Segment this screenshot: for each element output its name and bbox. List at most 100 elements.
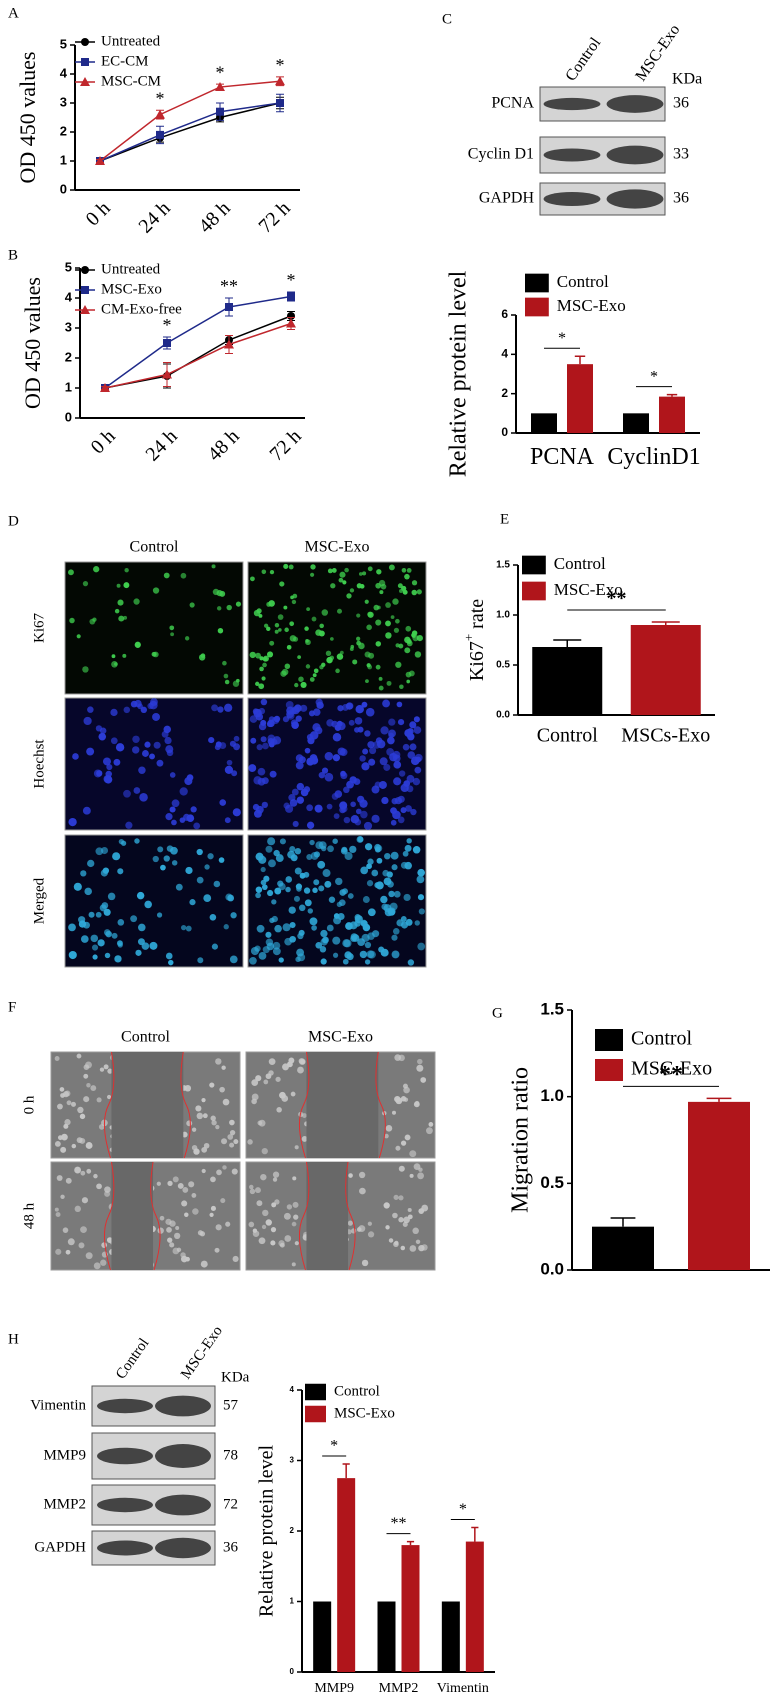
cell bbox=[263, 1079, 269, 1085]
kda-label: 72 bbox=[223, 1496, 238, 1512]
cell bbox=[355, 704, 364, 714]
cell bbox=[215, 1224, 222, 1231]
cell bbox=[393, 890, 401, 898]
cell bbox=[412, 1227, 419, 1235]
cell bbox=[317, 860, 326, 869]
cell bbox=[223, 924, 229, 930]
cell bbox=[384, 908, 393, 917]
cell bbox=[294, 704, 302, 713]
cell bbox=[137, 938, 145, 946]
blot-band bbox=[606, 145, 664, 165]
cell bbox=[406, 838, 412, 844]
cell bbox=[193, 822, 201, 830]
cell bbox=[357, 726, 364, 733]
legend-label: CM-Exo-free bbox=[101, 301, 182, 317]
y-tick-label: 3 bbox=[65, 319, 72, 334]
cell bbox=[86, 1168, 92, 1174]
cell bbox=[224, 679, 230, 685]
cell bbox=[412, 846, 421, 854]
cell bbox=[391, 1110, 396, 1115]
cell bbox=[68, 569, 74, 576]
cell bbox=[363, 821, 373, 831]
legend-label: MSC-CM bbox=[101, 73, 161, 89]
cell bbox=[321, 609, 329, 616]
cell bbox=[348, 1173, 353, 1178]
cell bbox=[266, 889, 274, 897]
cell bbox=[195, 1105, 202, 1112]
cell bbox=[229, 955, 238, 964]
legend-label: Control bbox=[631, 1028, 693, 1050]
cell bbox=[214, 1247, 220, 1253]
cell bbox=[231, 770, 238, 777]
cell bbox=[338, 899, 346, 907]
scratch-gap bbox=[306, 1052, 379, 1158]
cell bbox=[284, 1235, 292, 1242]
cell bbox=[220, 1198, 226, 1204]
bar bbox=[313, 1601, 332, 1672]
cell bbox=[152, 713, 161, 721]
column-label: MSC-Exo bbox=[308, 1029, 373, 1046]
cell bbox=[93, 566, 100, 573]
cell bbox=[417, 942, 426, 951]
y-tick-label: 0 bbox=[65, 409, 72, 424]
cell bbox=[304, 747, 311, 754]
cell bbox=[253, 708, 262, 718]
cell bbox=[256, 1200, 263, 1207]
cell bbox=[390, 851, 399, 860]
cell bbox=[359, 1187, 366, 1195]
significance-label: * bbox=[216, 62, 225, 82]
cell bbox=[191, 1193, 197, 1198]
cell bbox=[359, 584, 365, 589]
cell bbox=[249, 1184, 254, 1190]
x-tick-label: MMP2 bbox=[379, 1681, 419, 1696]
cell bbox=[286, 1204, 293, 1210]
blot-band bbox=[543, 148, 601, 162]
x-tick-label: 24 h bbox=[141, 425, 181, 465]
cell bbox=[325, 650, 332, 657]
cell bbox=[157, 1227, 164, 1234]
cell bbox=[321, 767, 329, 774]
cell bbox=[397, 583, 403, 589]
cell bbox=[303, 887, 311, 894]
cell bbox=[223, 673, 229, 679]
point bbox=[287, 292, 295, 301]
cell bbox=[186, 814, 195, 823]
cell bbox=[89, 618, 96, 625]
cell bbox=[294, 682, 299, 688]
cell bbox=[271, 899, 277, 905]
cell bbox=[57, 1103, 63, 1110]
cell bbox=[304, 899, 312, 907]
cell bbox=[250, 576, 255, 582]
cell bbox=[133, 787, 141, 794]
cell bbox=[122, 653, 127, 658]
cell bbox=[182, 1186, 189, 1193]
point bbox=[224, 339, 234, 349]
cell bbox=[118, 615, 125, 622]
cell bbox=[197, 1230, 204, 1236]
cell bbox=[398, 1165, 405, 1172]
cell bbox=[80, 935, 89, 943]
cell bbox=[383, 763, 391, 771]
series-line bbox=[104, 295, 292, 389]
bar bbox=[531, 413, 557, 433]
cell bbox=[385, 602, 391, 608]
significance-label: * bbox=[558, 330, 566, 347]
cell bbox=[175, 883, 183, 891]
kda-label: 36 bbox=[673, 190, 689, 207]
cell bbox=[408, 670, 415, 677]
error-bar bbox=[471, 1526, 479, 1542]
cell bbox=[123, 615, 128, 620]
cell bbox=[331, 567, 337, 573]
cell bbox=[123, 706, 131, 714]
cell bbox=[80, 870, 87, 877]
cell bbox=[273, 715, 281, 723]
cell bbox=[216, 1169, 222, 1176]
cell bbox=[294, 867, 302, 875]
cell bbox=[404, 844, 412, 852]
cell bbox=[340, 805, 348, 813]
scratch-gap bbox=[111, 1052, 184, 1158]
cell bbox=[197, 957, 204, 964]
cell bbox=[353, 778, 361, 786]
cell bbox=[383, 877, 392, 886]
cell bbox=[322, 936, 329, 944]
